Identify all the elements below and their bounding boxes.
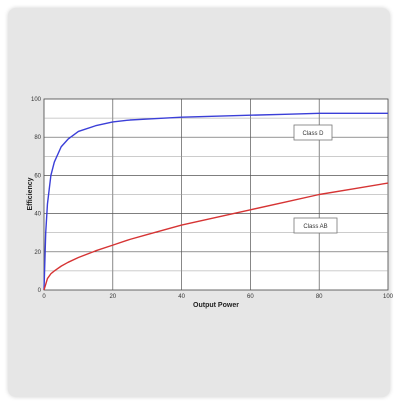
x-tick-label: 100 — [383, 294, 394, 300]
legend-class-ab: Class AB — [293, 217, 338, 234]
x-tick-label: 80 — [316, 294, 323, 300]
x-tick-label: 20 — [109, 294, 116, 300]
y-tick-label: 0 — [38, 288, 42, 294]
y-tick-label: 60 — [34, 173, 41, 179]
y-tick-label: 40 — [34, 212, 41, 218]
series-line-class-ab — [43, 182, 389, 291]
x-tick-label: 0 — [42, 294, 46, 300]
y-tick-label: 100 — [31, 97, 42, 103]
y-tick-label: 80 — [34, 135, 41, 141]
x-axis-label: Output Power — [193, 302, 239, 309]
y-tick-label: 20 — [34, 250, 41, 256]
legend-box-class-ab — [293, 217, 338, 234]
legend-class-d: Class D — [293, 124, 333, 141]
y-tick-labels: 0 20 40 60 80 100 — [31, 97, 42, 294]
series-lines — [43, 112, 389, 291]
legend-label-class-d: Class D — [302, 131, 324, 137]
legend-label-class-ab: Class AB — [303, 224, 327, 230]
y-axis-label: Efficiency — [27, 177, 34, 210]
x-tick-label: 60 — [247, 294, 254, 300]
grid-lines — [44, 99, 388, 290]
x-tick-label: 40 — [178, 294, 185, 300]
series-line-class-d — [43, 112, 388, 291]
x-tick-labels: 0 20 40 60 80 100 — [42, 294, 393, 300]
legend-box-class-d — [293, 124, 333, 141]
